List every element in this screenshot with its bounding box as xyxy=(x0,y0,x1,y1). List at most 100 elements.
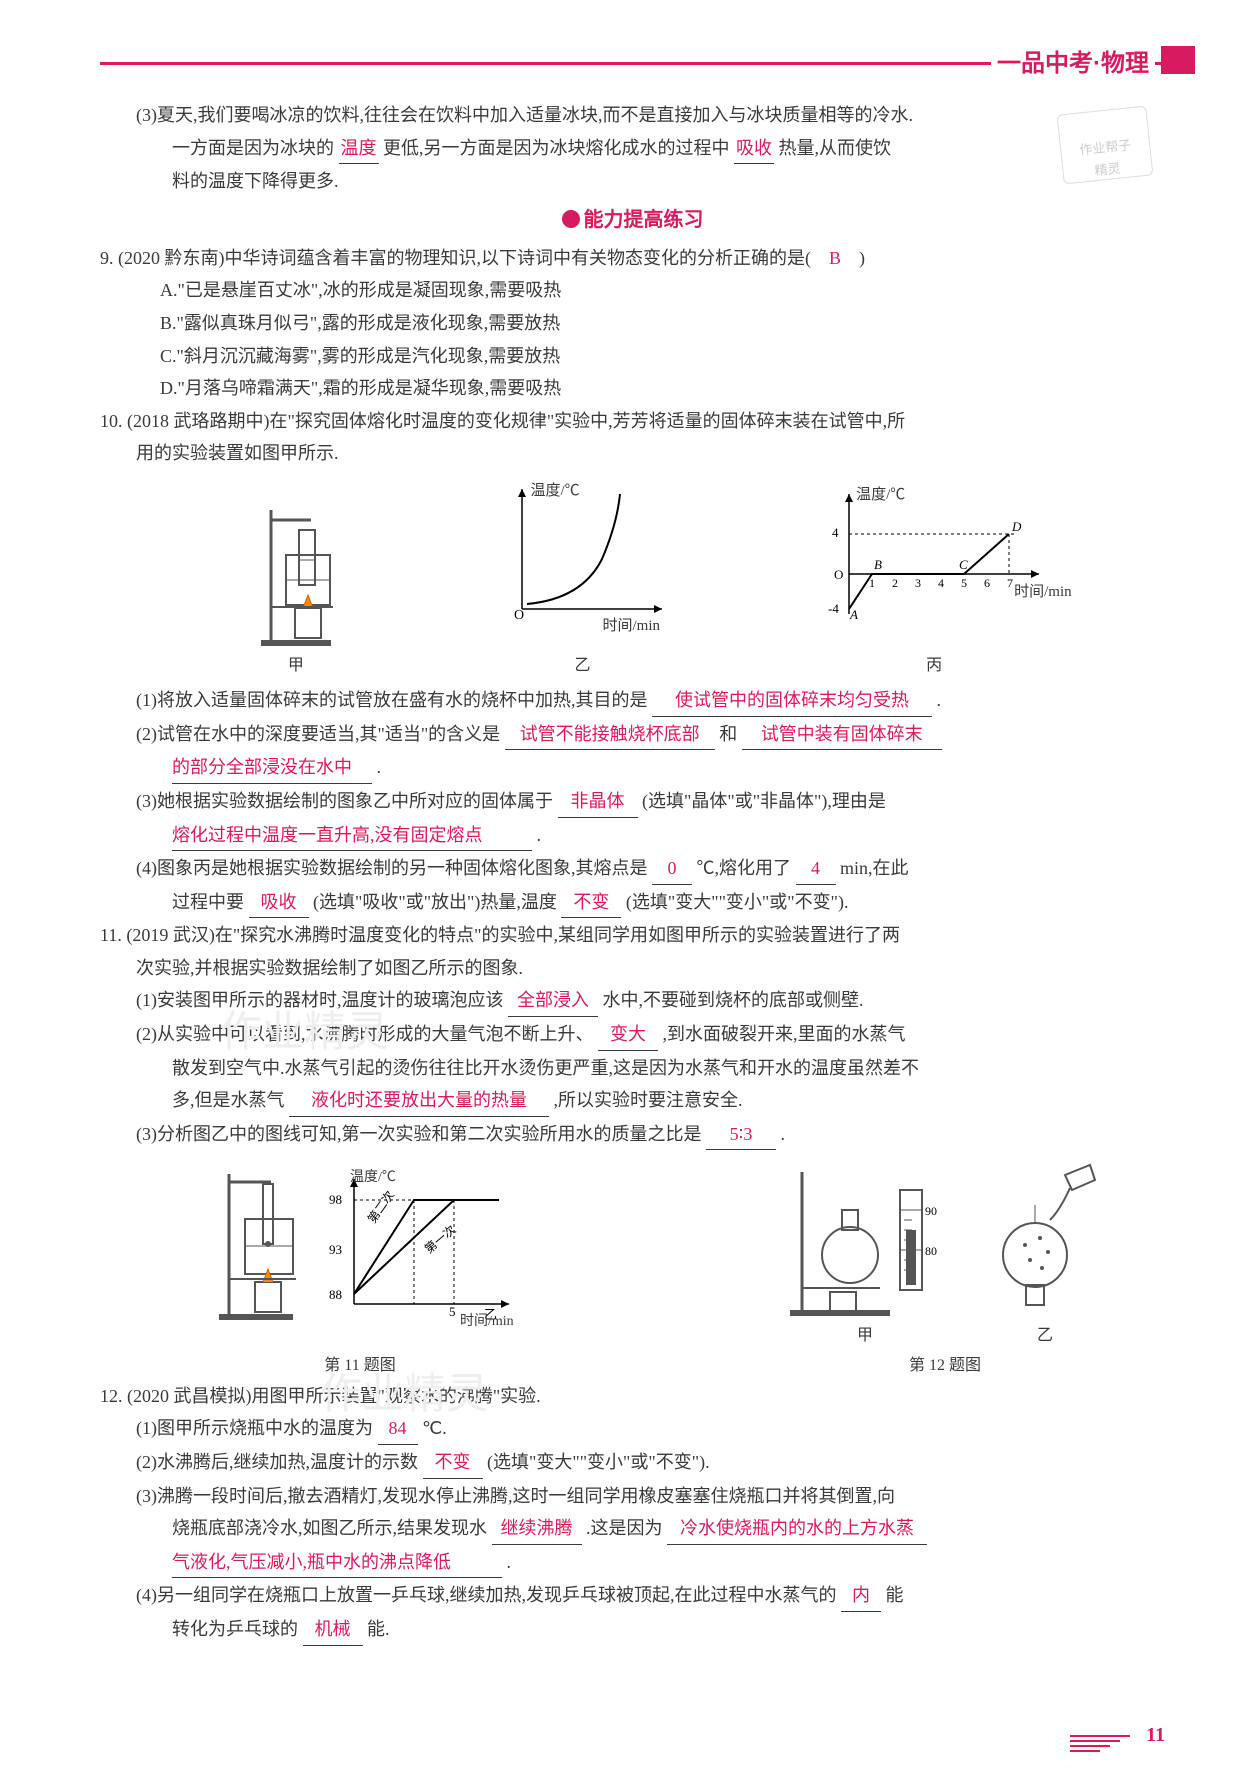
section-dot-icon xyxy=(562,210,580,228)
q10-head: 10. (2018 武珞路期中)在"探究固体熔化时温度的变化规律"实验中,芳芳将… xyxy=(100,406,1165,437)
svg-text:O: O xyxy=(514,608,524,623)
q10-fig-yi: O 温度/℃ 时间/min 乙 xyxy=(492,479,672,679)
q10-4-ans2: 4 xyxy=(796,853,836,885)
q12-yi-label: 乙 xyxy=(980,1322,1110,1349)
svg-text:88: 88 xyxy=(329,1287,342,1302)
cap12: 第 12 题图 xyxy=(755,1352,1135,1379)
svg-text:B: B xyxy=(874,557,882,572)
t: 和 xyxy=(719,724,737,744)
q9-A: A."已是悬崖百丈冰",冰的形成是凝固现象,需要吸热 xyxy=(100,275,1165,306)
svg-text:C: C xyxy=(959,557,968,572)
t: ,到水面破裂开来,里面的水蒸气 xyxy=(663,1024,906,1044)
q10-4-ans4: 不变 xyxy=(561,887,621,919)
q8-3-line3: 料的温度下降得更多. xyxy=(100,166,1165,197)
q12-apparatus-icon: 90 80 xyxy=(780,1160,950,1320)
q12-3-ans1: 继续沸腾 xyxy=(492,1513,582,1545)
t: (1)安装图甲所示的器材时,温度计的玻璃泡应该 xyxy=(136,990,504,1010)
q10-2: (2)试管在水中的深度要适当,其"适当"的含义是 试管不能接触烧杯底部 和 试管… xyxy=(100,719,1165,751)
q10-4: (4)图象丙是她根据实验数据绘制的另一种固体熔化图象,其熔点是 0 ℃,熔化用了… xyxy=(100,853,1165,885)
svg-text:-4: -4 xyxy=(828,601,839,616)
q10-2-ans2b: 的部分全部浸没在水中 xyxy=(172,752,372,784)
svg-text:A: A xyxy=(849,607,858,622)
q12-head: 12. (2020 武昌模拟)用图甲所示装置"观察水的沸腾"实验. xyxy=(100,1381,1165,1412)
watermark-stamp: 作业帮子 精灵 xyxy=(1057,105,1154,184)
q12-3-ans2: 冷水使烧瓶内的水的上方水蒸 xyxy=(667,1513,927,1545)
svg-text:80: 80 xyxy=(925,1244,937,1258)
svg-text:5: 5 xyxy=(961,576,967,590)
q11-2-line3: 多,但是水蒸气 液化时还要放出大量的热量 ,所以实验时要注意安全. xyxy=(100,1085,1165,1117)
q10-3-ans2: 熔化过程中温度一直升高,没有固定熔点 xyxy=(172,820,532,852)
t: (选填"晶体"或"非晶体"),理由是 xyxy=(642,791,886,811)
q10-fig-jia: 甲 xyxy=(241,500,351,679)
q11-3-ans: 5∶3 xyxy=(706,1119,776,1151)
q10-1: (1)将放入适量固体碎末的试管放在盛有水的烧杯中加热,其目的是 使试管中的固体碎… xyxy=(100,685,1165,717)
svg-text:O: O xyxy=(834,567,843,582)
q10-4-ans3: 吸收 xyxy=(249,887,309,919)
t: . xyxy=(781,1124,786,1144)
header-title: 一品中考·物理 xyxy=(991,44,1155,85)
q12-1: (1)图甲所示烧瓶中水的温度为 84 ℃. xyxy=(100,1413,1165,1445)
q12-4-ans1: 内 xyxy=(841,1580,881,1612)
q9-B: B."露似真珠月似弓",露的形成是液化现象,需要放热 xyxy=(100,308,1165,339)
fig-label-bing: 丙 xyxy=(814,652,1054,679)
q12-3-line2: 烧瓶底部浇冷水,如图乙所示,结果发现水 继续沸腾 .这是因为 冷水使烧瓶内的水的… xyxy=(100,1513,1165,1545)
q11-fig-left: 98 93 88 5 第二次 第一次 乙 温度/℃ 时间/min 第 11 题图 xyxy=(200,1164,520,1379)
page-stripes xyxy=(1070,1732,1130,1752)
t: . xyxy=(537,825,542,845)
t: 一方面是因为冰块的 xyxy=(172,138,334,158)
q12-3-line3: 气液化,气压减小,瓶中水的沸点降低 . xyxy=(100,1547,1165,1579)
q10-3-ans1: 非晶体 xyxy=(558,786,638,818)
svg-text:93: 93 xyxy=(329,1242,342,1257)
q12-yi-icon xyxy=(980,1160,1110,1320)
q11-2-ans1: 变大 xyxy=(598,1019,658,1051)
apparatus2-icon xyxy=(201,1164,311,1324)
section-title: 能力提高练习 xyxy=(100,203,1165,237)
t: 9. (2020 黔东南)中华诗词蕴含着丰富的物理知识,以下诗词中有关物态变化的… xyxy=(100,248,829,268)
q10-2-ans1: 试管不能接触烧杯底部 xyxy=(505,719,715,751)
q11-head: 11. (2019 武汉)在"探究水沸腾时温度变化的特点"的实验中,某组同学用如… xyxy=(100,920,1165,951)
q11-2-line2: 散发到空气中.水蒸气引起的烫伤往往比开水烫伤更严重,这是因为水蒸气和开水的温度虽… xyxy=(100,1053,1165,1084)
svg-text:5: 5 xyxy=(449,1304,456,1319)
t: (3)她根据实验数据绘制的图象乙中所对应的固体属于 xyxy=(136,791,553,811)
t: min,在此 xyxy=(840,858,909,878)
q12-fig-right: 90 80 甲 xyxy=(755,1160,1135,1378)
t: 烧瓶底部浇冷水,如图乙所示,结果发现水 xyxy=(172,1518,487,1538)
section-title-text: 能力提高练习 xyxy=(584,209,704,231)
cap11: 第 11 题图 xyxy=(200,1352,520,1379)
q11-2: (2)从实验中可以看到,水沸腾时形成的大量气泡不断上升、 变大 ,到水面破裂开来… xyxy=(100,1019,1165,1051)
q10-figures: 甲 O 温度/℃ 时间/min 乙 4 O xyxy=(170,479,1125,679)
svg-text:4: 4 xyxy=(938,576,944,590)
t: 多,但是水蒸气 xyxy=(172,1090,285,1110)
t: (4)另一组同学在烧瓶口上放置一乒乓球,继续加热,发现乒乓球被顶起,在此过程中水… xyxy=(136,1585,836,1605)
q12-2: (2)水沸腾后,继续加热,温度计的示数 不变 (选填"变大""变小"或"不变")… xyxy=(100,1447,1165,1479)
q12-jia-label: 甲 xyxy=(780,1322,950,1349)
q10-4-ans1: 0 xyxy=(652,853,692,885)
t: (选填"变大""变小"或"不变"). xyxy=(626,892,849,912)
t: . xyxy=(937,690,942,710)
q8-3-line2: 一方面是因为冰块的 温度 更低,另一方面是因为冰块熔化成水的过程中 吸收 热量,… xyxy=(100,133,1165,165)
svg-text:90: 90 xyxy=(925,1204,937,1218)
t: ℃. xyxy=(422,1418,447,1438)
header-red-box xyxy=(1161,46,1195,74)
t: 水中,不要碰到烧杯的底部或侧壁. xyxy=(603,990,864,1010)
q11-2-ans2: 液化时还要放出大量的热量 xyxy=(289,1085,549,1117)
q12-2-ans: 不变 xyxy=(423,1447,483,1479)
svg-text:4: 4 xyxy=(832,525,839,540)
t: ℃,熔化用了 xyxy=(697,858,792,878)
q11-head2: 次实验,并根据实验数据绘制了如图乙所示的图象. xyxy=(100,953,1165,984)
page-number: 11 xyxy=(1146,1718,1165,1752)
t: (2)试管在水中的深度要适当,其"适当"的含义是 xyxy=(136,724,500,744)
svg-text:2: 2 xyxy=(892,576,898,590)
t: ,所以实验时要注意安全. xyxy=(554,1090,743,1110)
apparatus-icon xyxy=(241,500,351,650)
q11-3: (3)分析图乙中的图线可知,第一次实验和第二次实验所用水的质量之比是 5∶3 . xyxy=(100,1119,1165,1151)
q11-1: (1)安装图甲所示的器材时,温度计的玻璃泡应该 全部浸入 水中,不要碰到烧杯的底… xyxy=(100,985,1165,1017)
t: 能 xyxy=(885,1585,903,1605)
q10-1-ans: 使试管中的固体碎末均匀受热 xyxy=(652,685,932,717)
fig-label-yi: 乙 xyxy=(492,652,672,679)
q10-fig-bing: 4 O -4 123 4567 A B C D 温度/℃ 时间/min 丙 xyxy=(814,479,1054,679)
t: 过程中要 xyxy=(172,892,244,912)
q10-2-line2: 的部分全部浸没在水中 . xyxy=(100,752,1165,784)
q9-D: D."月落乌啼霜满天",霜的形成是凝华现象,需要吸热 xyxy=(100,373,1165,404)
q12-yi-wrap: 乙 xyxy=(980,1160,1110,1349)
